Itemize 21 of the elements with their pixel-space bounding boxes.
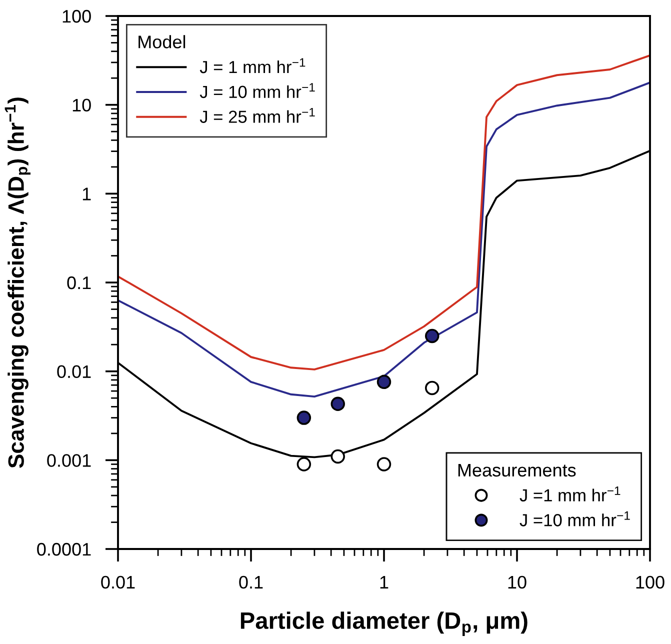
legend-label: J = 1 mm hr$^{−1}$ [200, 58, 306, 74]
y-tick-label: 10 [72, 98, 91, 112]
y-axis-title: Scavenging coefficient, Λ(D$_{p}$) (hr$^{−1}$) [4, 98, 31, 468]
text: Model [138, 35, 186, 48]
y-tick-label: 1 [82, 188, 91, 200]
y-tick-label: 0.001 [47, 454, 91, 467]
x-tick-label: 100 [636, 576, 664, 589]
text: Measurements [458, 464, 576, 477]
y-tick-label: 0.0001 [37, 542, 91, 556]
legend-label: J =1 mm hr$^{−1}$ [520, 486, 620, 502]
y-tick-label: 100 [62, 10, 91, 23]
y-tick-label: 0.1 [67, 276, 91, 290]
legend-label: J = 10 mm hr$^{−1}$ [200, 83, 315, 98]
x-axis-title: Particle diameter (D$_{p}$, μm) [240, 612, 528, 636]
x-tick-label: 0.1 [239, 576, 263, 589]
x-tick-label: 1 [380, 576, 388, 588]
x-tick-label: 0.01 [101, 576, 135, 589]
legend-label: J = 25 mm hr$^{−1}$ [200, 108, 315, 123]
y-tick-label: 0.01 [57, 365, 91, 378]
x-tick-label: 10 [508, 576, 526, 589]
legend-label: J =10 mm hr$^{−1}$ [520, 511, 630, 526]
